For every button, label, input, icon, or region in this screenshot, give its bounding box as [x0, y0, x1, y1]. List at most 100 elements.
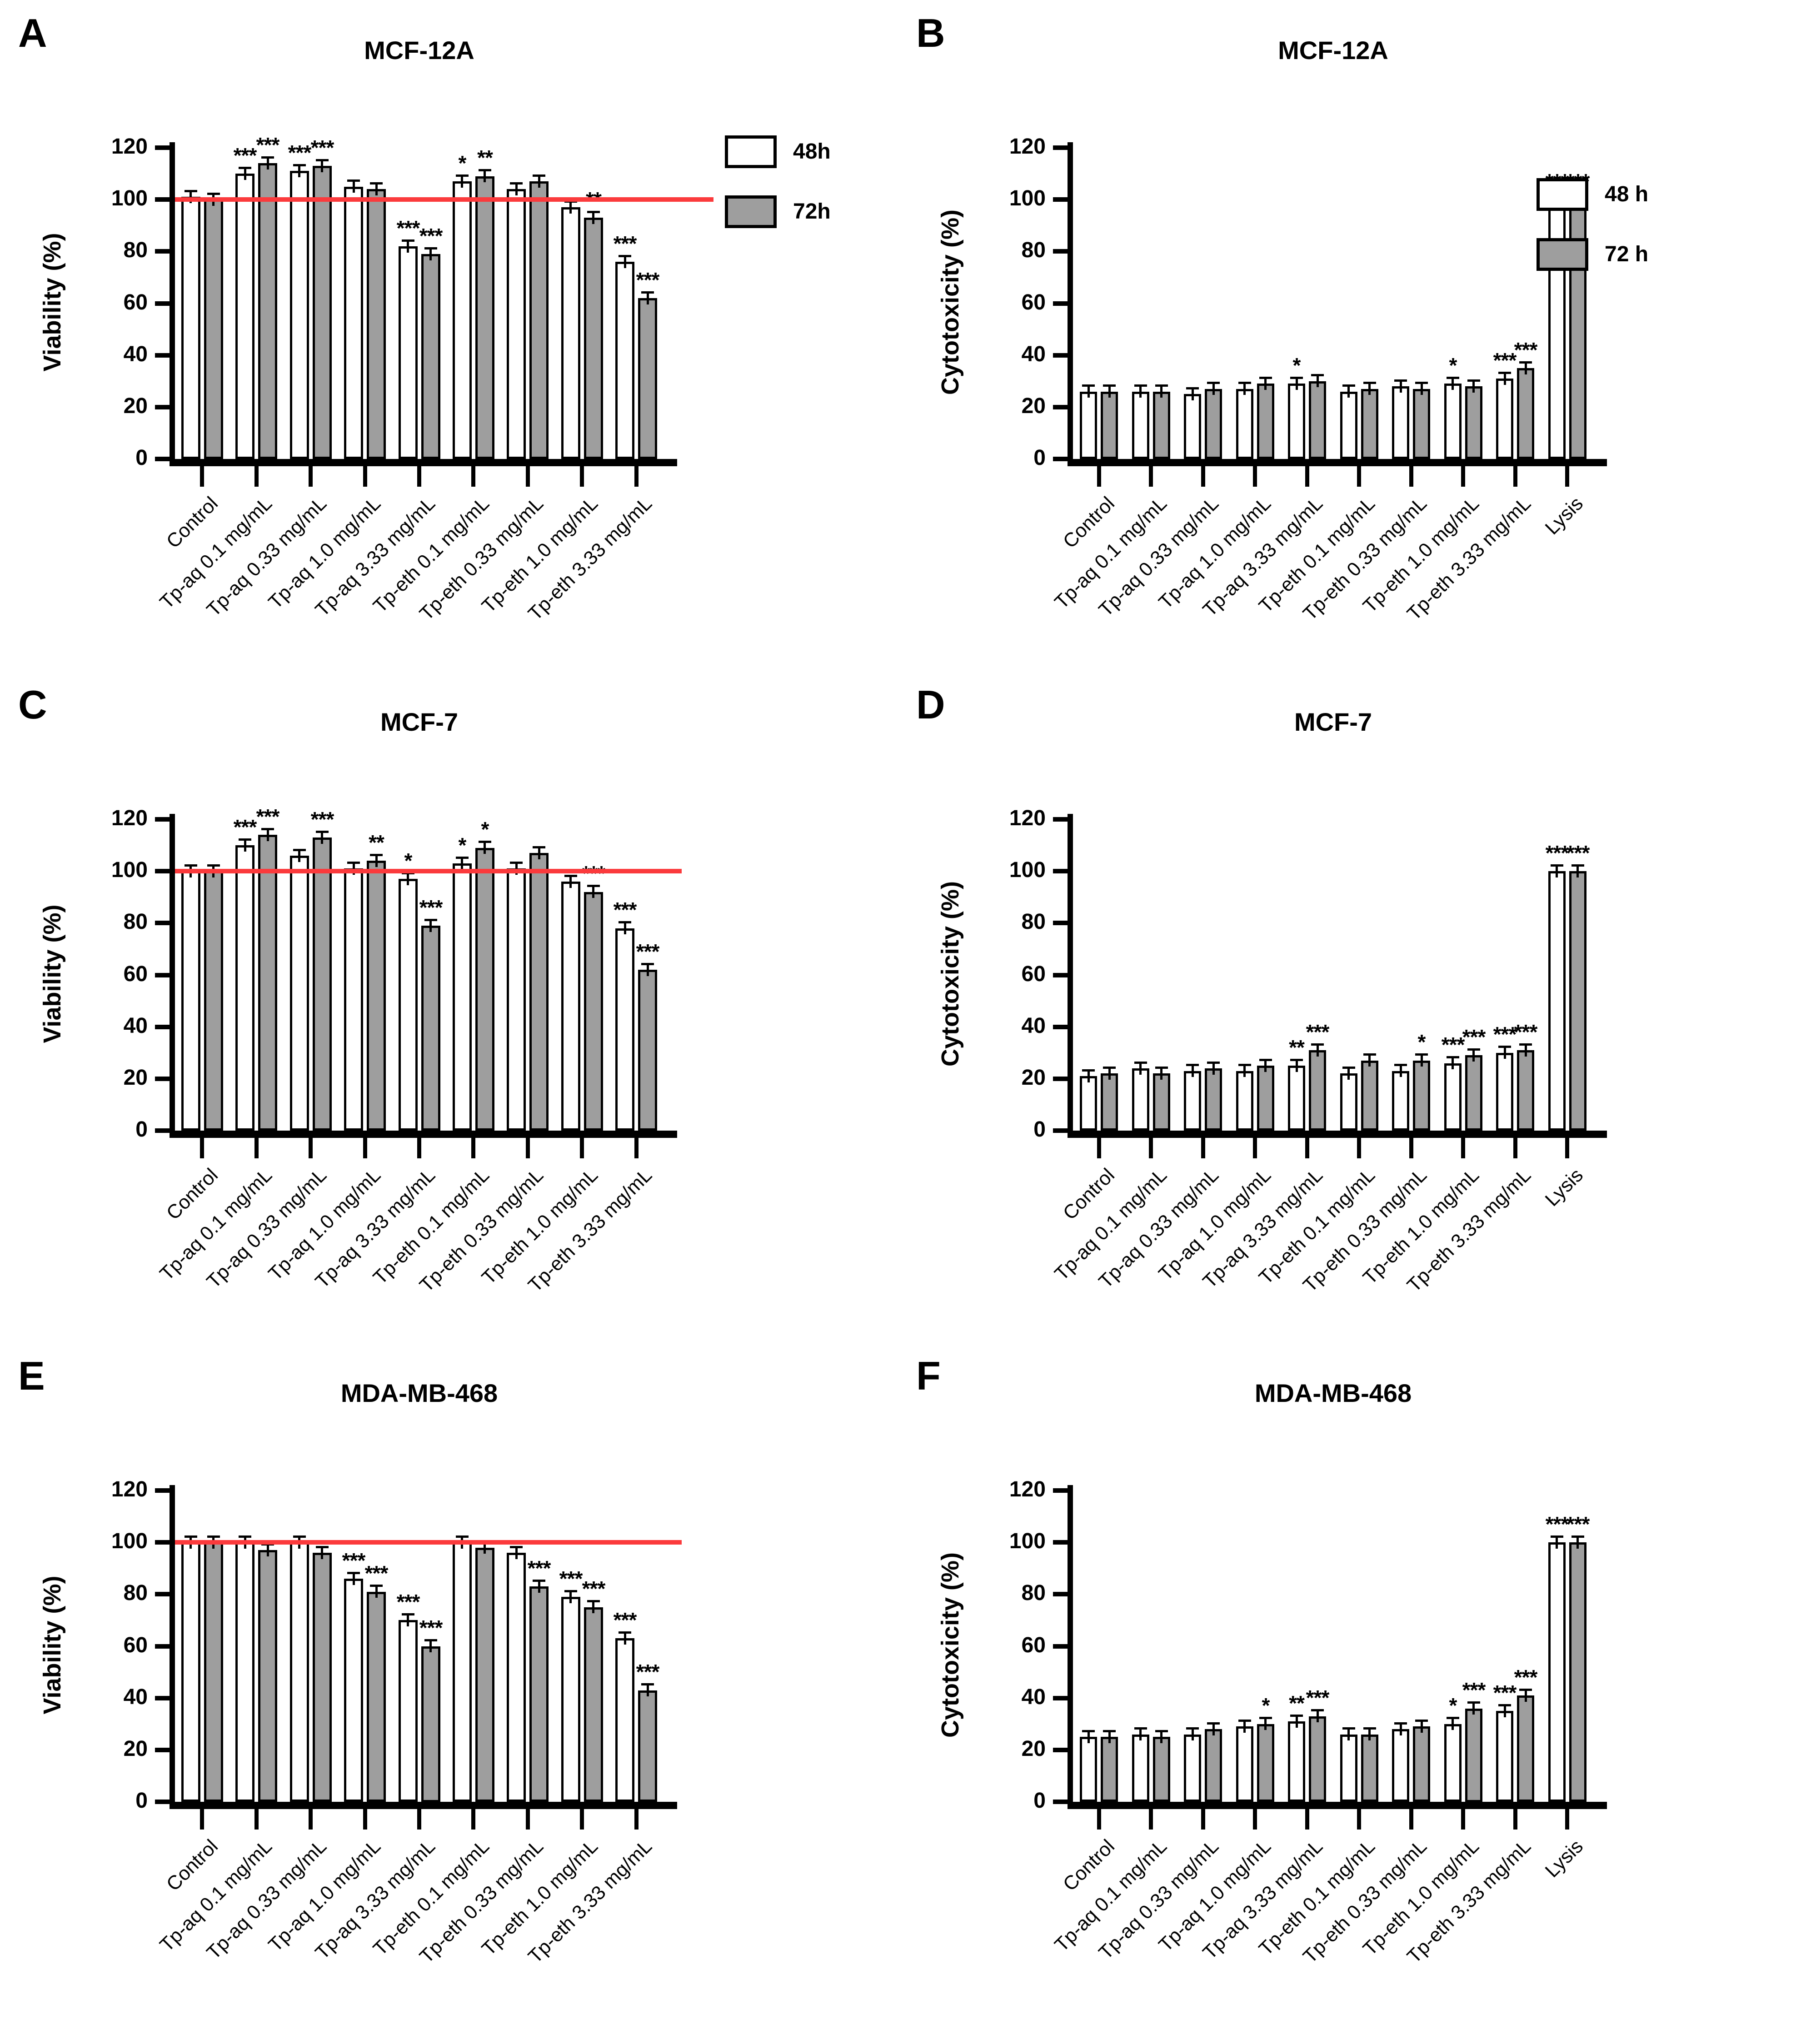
error-bar-cap: [1082, 1069, 1095, 1072]
y-tick: [1053, 301, 1068, 306]
legend-label: 48 h: [1605, 182, 1649, 206]
x-tick: [1149, 466, 1153, 487]
error-bar: [569, 877, 572, 888]
panel-letter: C: [18, 682, 48, 727]
x-tick: [417, 1809, 421, 1830]
error-bar-cap: [641, 963, 654, 965]
x-tick: [309, 1809, 313, 1830]
error-bar: [461, 858, 463, 870]
bar-48h: [561, 207, 580, 459]
bar-72h: [1205, 1729, 1222, 1802]
y-tick-label: 80: [1021, 238, 1046, 262]
x-tick: [471, 466, 475, 487]
error-bar: [1212, 1063, 1215, 1075]
x-tick-label: Tp-aq 0.1 mg/mL: [155, 1164, 276, 1285]
bar-48h: [1444, 1724, 1462, 1802]
significance-stars: ***: [396, 216, 420, 240]
error-bar-cap: [1186, 387, 1199, 389]
bar-72h: [1569, 1542, 1586, 1802]
y-tick: [155, 405, 170, 409]
error-bar-cap: [456, 1535, 469, 1538]
bar-72h: [1205, 389, 1222, 459]
x-tick-label: Tp-aq 1.0 mg/mL: [264, 493, 385, 613]
significance-stars: ***: [1441, 1033, 1465, 1057]
error-bar-cap: [261, 828, 274, 830]
error-bar: [1108, 386, 1111, 398]
x-tick: [1565, 1138, 1569, 1158]
error-bar: [1264, 1719, 1267, 1730]
y-tick: [1053, 973, 1068, 977]
y-tick-label: 80: [123, 910, 148, 934]
y-tick: [1053, 145, 1068, 150]
y-tick: [155, 1748, 170, 1752]
error-bar: [375, 184, 378, 195]
bar-72h: [1101, 392, 1118, 459]
legend-swatch-72h: [1537, 238, 1588, 271]
x-tick: [1565, 466, 1569, 487]
error-bar: [353, 1574, 355, 1585]
error-bar-cap: [316, 159, 329, 161]
bar-72h: [638, 298, 657, 459]
error-bar: [515, 1548, 518, 1559]
bar-72h: [1309, 1716, 1326, 1802]
bar-48h: [344, 868, 363, 1131]
error-bar-cap: [1238, 382, 1251, 384]
panel-letter: D: [916, 682, 946, 727]
error-bar: [1317, 1711, 1319, 1722]
error-bar: [461, 176, 463, 188]
bar-72h: [1309, 1050, 1326, 1131]
significance-stars: *: [458, 833, 467, 857]
x-tick-label: Tp-eth 0.1 mg/mL: [369, 1835, 494, 1960]
bar-48h: [1288, 1066, 1305, 1131]
error-bar: [1192, 389, 1194, 400]
error-bar-cap: [1415, 382, 1428, 384]
error-bar: [1212, 384, 1215, 395]
error-bar: [1317, 376, 1319, 387]
bar-72h: [638, 970, 657, 1131]
y-tick: [1053, 1025, 1068, 1029]
error-bar-cap: [510, 1546, 523, 1548]
y-tick: [155, 1540, 170, 1545]
x-tick: [363, 1809, 367, 1830]
bar-72h: [1205, 1068, 1222, 1131]
bar-72h: [1517, 1050, 1534, 1131]
y-axis-line: [1068, 814, 1073, 1138]
y-tick-label: 60: [1021, 1633, 1046, 1657]
significance-stars: **: [1289, 1691, 1305, 1715]
error-bar-cap: [402, 239, 414, 242]
significance-stars: **: [369, 831, 384, 854]
error-bar: [267, 1545, 269, 1556]
y-tick-label: 0: [1033, 446, 1046, 470]
y-tick: [1053, 1540, 1068, 1545]
error-bar-cap: [316, 1546, 329, 1548]
y-tick-label: 20: [123, 1737, 148, 1761]
error-bar: [484, 171, 486, 182]
bar-72h: [1257, 1066, 1274, 1131]
error-bar-cap: [1207, 1722, 1220, 1725]
error-bar-cap: [1155, 384, 1168, 387]
bar-72h: [584, 218, 603, 459]
x-tick: [1513, 1809, 1517, 1830]
x-tick: [200, 1138, 204, 1158]
y-tick: [1053, 197, 1068, 202]
x-tick: [309, 1138, 313, 1158]
bar-48h: [1288, 1721, 1305, 1802]
x-tick-label: Tp-eth 1.0 mg/mL: [478, 493, 602, 617]
error-bar-cap: [239, 1535, 251, 1538]
error-bar: [1296, 1061, 1298, 1072]
error-bar-cap: [1082, 384, 1095, 387]
x-tick: [580, 1809, 584, 1830]
x-tick-label: Tp-eth 3.33 mg/mL: [524, 1164, 656, 1296]
reference-line-100: [175, 1540, 682, 1545]
y-tick-label: 20: [1021, 1066, 1046, 1090]
bar-48h: [1132, 1735, 1149, 1802]
error-bar: [1525, 363, 1527, 374]
bar-72h: [1153, 1737, 1170, 1802]
y-tick: [155, 145, 170, 150]
bar-48h: [399, 246, 418, 459]
bar-48h: [344, 187, 363, 459]
y-tick-label: 60: [123, 290, 148, 314]
error-bar-cap: [510, 862, 523, 864]
error-bar: [321, 833, 323, 844]
error-bar: [1368, 1729, 1371, 1740]
